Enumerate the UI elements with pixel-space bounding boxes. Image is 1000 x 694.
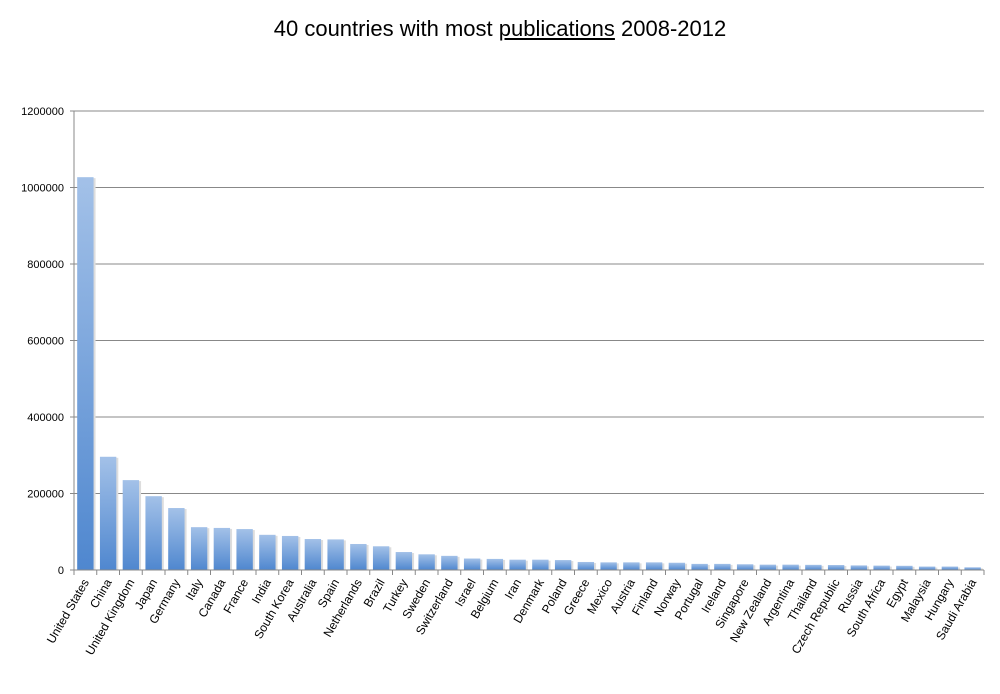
- bar: [736, 564, 754, 570]
- bar: [463, 558, 481, 570]
- bar: [259, 534, 276, 570]
- bar: [645, 562, 663, 570]
- bar: [99, 456, 117, 570]
- bar: [441, 555, 458, 570]
- bar: [350, 543, 367, 570]
- bar: [782, 564, 799, 570]
- bar: [486, 558, 504, 570]
- bar: [918, 566, 936, 570]
- chart-title: 40 countries with most publications 2008…: [0, 16, 1000, 42]
- bar: [668, 562, 686, 570]
- bar: [509, 559, 526, 570]
- bar: [168, 508, 185, 570]
- y-tick-label: 0: [58, 565, 64, 577]
- y-tick-label: 1000000: [21, 183, 64, 195]
- bar: [281, 535, 299, 570]
- bar: [145, 496, 162, 570]
- bar: [77, 177, 94, 571]
- bar: [805, 564, 822, 570]
- bar: [532, 559, 549, 570]
- bar: [873, 565, 890, 570]
- x-category-label: Italy: [183, 577, 206, 603]
- bar: [418, 554, 435, 570]
- bar: [964, 567, 981, 570]
- bar: [236, 529, 253, 570]
- y-tick-label: 600000: [27, 336, 64, 348]
- bar: [327, 539, 344, 570]
- bar: [941, 566, 959, 570]
- bar: [600, 562, 617, 570]
- title-underlined-text: publications: [498, 16, 615, 41]
- y-tick-label: 200000: [27, 489, 64, 501]
- title-text-end: 2008-2012: [614, 16, 727, 41]
- title-text: 40 countries with most: [273, 16, 499, 41]
- bar: [122, 480, 140, 570]
- bar: [395, 552, 413, 570]
- y-tick-label: 400000: [27, 412, 64, 424]
- bar: [304, 539, 322, 570]
- y-tick-label: 1200000: [21, 106, 64, 118]
- x-category-label: United States: [44, 577, 92, 646]
- x-category-label: Iran: [502, 577, 524, 602]
- bar: [691, 563, 708, 570]
- bar: [850, 565, 868, 570]
- bar: [896, 565, 913, 570]
- y-tick-label: 800000: [27, 259, 64, 271]
- bar: [827, 565, 845, 570]
- bar: [759, 564, 777, 570]
- bar: [554, 560, 572, 570]
- bar: [213, 527, 231, 570]
- bar: [714, 563, 731, 570]
- bar: [577, 561, 595, 570]
- bar: [623, 562, 640, 570]
- bar: [372, 546, 390, 570]
- bar: [190, 527, 208, 570]
